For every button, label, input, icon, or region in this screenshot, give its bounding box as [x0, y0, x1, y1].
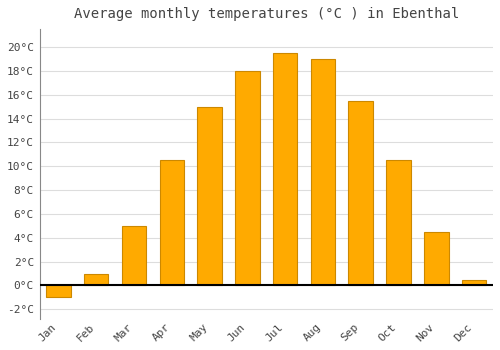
- Bar: [273, 53, 297, 286]
- Bar: [84, 274, 108, 286]
- Bar: [160, 160, 184, 286]
- Bar: [235, 71, 260, 286]
- Bar: [46, 286, 70, 298]
- Bar: [310, 59, 336, 286]
- Bar: [198, 107, 222, 286]
- Bar: [348, 100, 373, 286]
- Bar: [122, 226, 146, 286]
- Bar: [424, 232, 448, 286]
- Bar: [386, 160, 411, 286]
- Bar: [462, 280, 486, 286]
- Title: Average monthly temperatures (°C ) in Ebenthal: Average monthly temperatures (°C ) in Eb…: [74, 7, 459, 21]
